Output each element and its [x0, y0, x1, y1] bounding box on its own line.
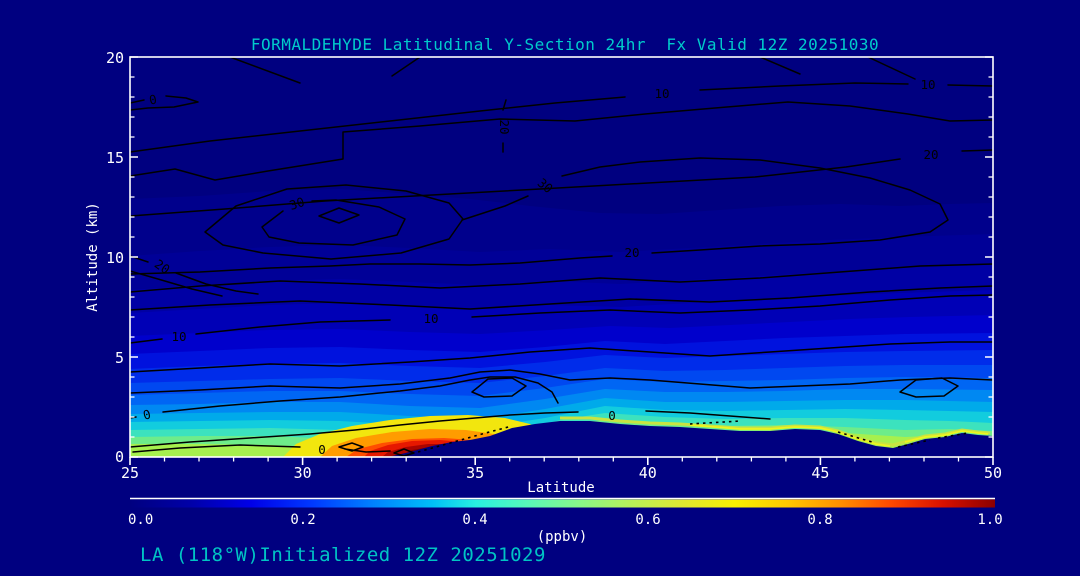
contour-labels: 0 10 10 20 20 30 30 20 20 10 10 0 0 0	[141, 77, 938, 457]
x-axis-minor-ticks	[163, 457, 960, 462]
contour-line	[132, 442, 415, 457]
contour-label: 30	[535, 175, 556, 196]
x-tick-label: 35	[466, 464, 484, 482]
x-tick-label: 25	[121, 464, 139, 482]
colorbar-tick-label: 0.0	[128, 512, 153, 528]
contour-line	[130, 95, 199, 111]
y-axis-labels: 20 15 10 5 0 Altitude (km)	[85, 49, 124, 466]
x-axis-major-ticks	[129, 457, 994, 465]
x-axis-title: Latitude	[527, 480, 594, 496]
contour-label: 0	[148, 91, 158, 107]
contour-label: 0	[141, 406, 152, 422]
x-tick-label: 30	[294, 464, 312, 482]
colorbar-tick-label: 0.4	[462, 512, 487, 528]
y-tick-label: 5	[115, 349, 124, 367]
contour-line	[471, 377, 527, 398]
contour-label: 10	[423, 311, 438, 326]
contour-line	[130, 294, 993, 344]
contour-line	[130, 263, 993, 293]
contour-line	[502, 99, 507, 153]
contour-label: 20	[923, 147, 938, 162]
contour-line	[130, 341, 993, 373]
colorbar-tick-label: 1.0	[977, 512, 1002, 528]
x-axis-labels: 25 30 35 40 45 50 Latitude	[121, 464, 1002, 496]
contour-label: 20	[497, 119, 512, 134]
x-tick-label: 40	[639, 464, 657, 482]
y-tick-label: 15	[106, 149, 124, 167]
colorbar-gradient	[130, 499, 995, 508]
contour-line	[899, 377, 959, 398]
y-axis-title: Altitude (km)	[85, 202, 101, 312]
contour-label: 10	[171, 329, 186, 344]
contour-label: 0	[318, 442, 326, 457]
surface-streak-green	[560, 416, 991, 447]
surface-streak-yellow	[689, 424, 989, 447]
y-axis-major-ticks	[130, 56, 993, 458]
contour-line	[229, 57, 916, 84]
plot-title: FORMALDEHYDE Latitudinal Y-Section 24hr …	[251, 35, 879, 54]
contour-label: 30	[287, 194, 306, 213]
y-axis-minor-ticks	[130, 76, 993, 438]
contour-label: 10	[920, 77, 935, 92]
contour-line	[318, 207, 360, 224]
colorbar-tick-label: 0.8	[807, 512, 832, 528]
x-tick-label: 50	[984, 464, 1002, 482]
colorbar-tick-label: 0.2	[290, 512, 315, 528]
contour-line	[130, 369, 993, 394]
colorbar: 0.0 0.2 0.4 0.6 0.8 1.0 (ppbv)	[128, 497, 1003, 545]
contour-line	[261, 199, 406, 246]
colorbar-tick-label: 0.6	[635, 512, 660, 528]
footer-label: LA (118°W)Initialized 12Z 20251029	[140, 544, 546, 566]
contour-label: 0	[608, 408, 616, 423]
contour-line	[130, 82, 993, 153]
contour-label: 20	[152, 256, 173, 277]
contour-label: 10	[654, 86, 669, 101]
y-tick-label: 20	[106, 49, 124, 67]
colorbar-unit-label: (ppbv)	[537, 529, 588, 545]
contour-label: 20	[624, 245, 639, 260]
filled-contour-field: 0 10 10 20 20 30 30 20 20 10 10 0 0 0	[130, 57, 993, 457]
contour-line	[130, 285, 993, 311]
contour-line	[130, 157, 949, 275]
contour-line	[130, 149, 993, 217]
terrain-mask	[388, 421, 993, 457]
y-tick-label: 10	[106, 249, 124, 267]
contour-line	[130, 410, 771, 448]
plot-area: 0 10 10 20 20 30 30 20 20 10 10 0 0 0	[129, 56, 994, 465]
y-tick-label: 0	[115, 448, 124, 466]
x-tick-label: 45	[811, 464, 829, 482]
contour-line	[130, 101, 993, 181]
